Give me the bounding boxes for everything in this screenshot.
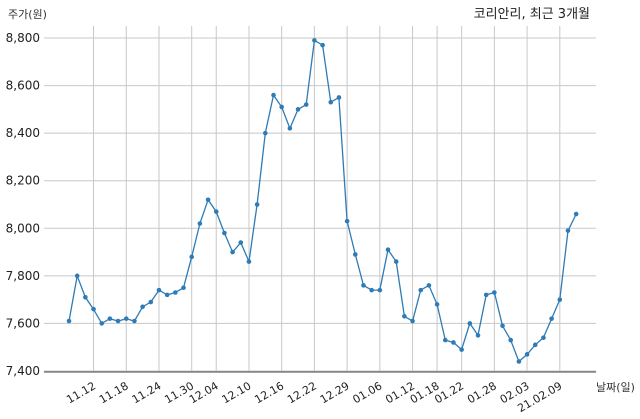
data-point xyxy=(99,321,105,326)
data-point xyxy=(303,102,309,107)
data-point xyxy=(344,218,350,224)
data-point xyxy=(254,202,260,207)
y-tick-label: 8,000 xyxy=(6,221,40,235)
data-point xyxy=(353,252,358,257)
data-point xyxy=(451,340,456,345)
data-point xyxy=(418,287,424,293)
series xyxy=(66,38,579,364)
data-point xyxy=(377,287,383,293)
data-point xyxy=(295,107,301,112)
y-tick-label: 8,600 xyxy=(6,79,40,93)
data-point xyxy=(238,240,244,245)
data-point xyxy=(426,283,432,288)
data-point xyxy=(197,221,203,226)
x-tick-label: 01.28 xyxy=(465,379,499,406)
y-tick-label: 8,400 xyxy=(6,126,40,140)
data-point xyxy=(369,287,374,293)
y-axis-label: 주가(원) xyxy=(8,8,47,21)
data-point xyxy=(213,209,219,214)
data-point xyxy=(123,316,129,321)
x-tick-label: 11.12 xyxy=(64,379,98,406)
data-point xyxy=(434,302,440,307)
data-point xyxy=(541,335,546,341)
x-tick-label: 11.18 xyxy=(97,379,131,406)
data-point xyxy=(410,318,415,324)
data-point xyxy=(148,299,154,305)
data-point xyxy=(393,259,399,264)
data-point xyxy=(385,247,391,252)
data-point xyxy=(475,333,481,338)
chart-title: 코리안리, 최근 3개월 xyxy=(474,7,590,22)
data-point xyxy=(524,352,530,357)
data-point xyxy=(492,290,497,295)
data-point xyxy=(189,254,194,260)
x-axis-label: 날짜(일) xyxy=(596,380,635,394)
y-tick-label: 7,600 xyxy=(6,316,40,330)
data-point xyxy=(565,228,571,233)
y-tick-label: 8,800 xyxy=(6,31,40,45)
grid xyxy=(44,26,596,372)
data-point xyxy=(320,42,325,48)
data-point xyxy=(140,304,145,310)
x-tick-label: 12.29 xyxy=(318,379,352,406)
data-point xyxy=(91,306,96,312)
data-point xyxy=(164,292,170,298)
data-point xyxy=(508,337,514,343)
y-tick-label: 8,200 xyxy=(6,174,40,188)
data-point xyxy=(500,323,505,329)
data-point xyxy=(74,273,80,279)
data-point xyxy=(549,316,554,321)
data-point xyxy=(402,313,407,319)
x-tick-label: 12.10 xyxy=(220,379,254,406)
data-point xyxy=(312,38,317,43)
data-point xyxy=(132,318,137,324)
data-point xyxy=(181,285,186,291)
x-tick-label: 12.22 xyxy=(285,379,319,406)
data-point xyxy=(328,99,334,105)
x-tick-label: 01.06 xyxy=(351,379,385,406)
data-point xyxy=(115,318,121,324)
y-tick-label: 7,800 xyxy=(6,269,40,283)
data-point xyxy=(83,294,88,300)
data-point xyxy=(66,318,72,324)
data-point xyxy=(459,347,464,352)
data-point xyxy=(336,95,342,100)
data-point xyxy=(271,92,276,98)
x-tick-label: 12.16 xyxy=(252,379,286,406)
data-point xyxy=(173,290,178,295)
data-point xyxy=(205,197,211,203)
x-tick-label: 11.24 xyxy=(130,379,164,406)
data-point xyxy=(279,104,284,110)
data-point xyxy=(573,211,579,217)
data-point xyxy=(287,126,293,131)
data-point xyxy=(557,297,563,302)
data-point xyxy=(467,321,473,326)
data-point xyxy=(483,292,489,298)
y-tick-label: 7,400 xyxy=(6,364,40,378)
x-tick-labels: 11.1211.1811.2411.3012.0412.1012.1612.22… xyxy=(64,379,564,415)
data-point xyxy=(263,130,268,136)
data-point xyxy=(230,249,235,255)
data-point xyxy=(442,337,448,343)
data-point xyxy=(532,342,538,348)
data-point xyxy=(516,359,522,364)
data-point xyxy=(222,230,227,236)
data-point xyxy=(361,283,366,288)
y-tick-labels: 7,400 7,600 7,800 8,000 8,200 8,400 8,600 8,800 xyxy=(6,31,40,378)
data-point xyxy=(246,259,252,264)
series-line xyxy=(68,39,577,363)
data-point xyxy=(156,287,162,293)
data-point xyxy=(107,316,113,321)
